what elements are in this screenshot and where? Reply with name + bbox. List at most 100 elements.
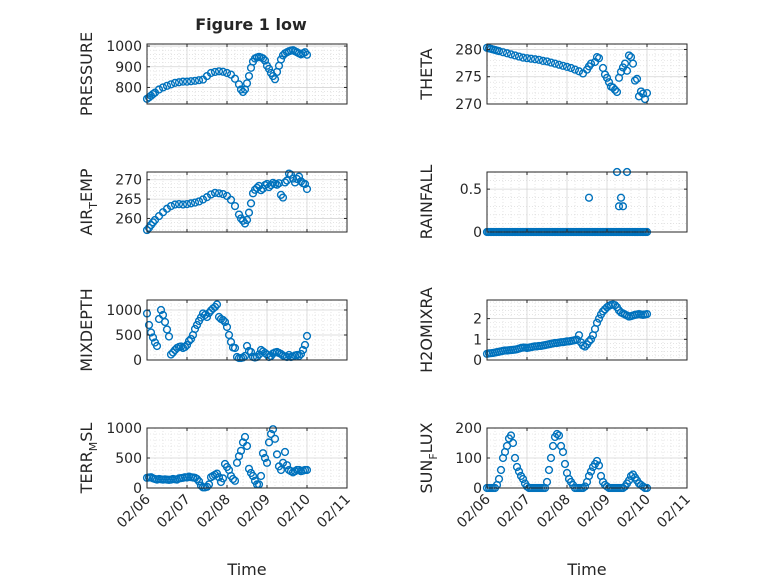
data-point: [570, 65, 580, 74]
data-point: [510, 51, 520, 60]
data-point: [256, 471, 266, 481]
y-axis-label: RAINFALL: [417, 165, 436, 240]
data-point: [584, 193, 594, 202]
data-point: [258, 54, 268, 63]
data-point: [558, 447, 568, 457]
y-tick-label: 270: [455, 97, 482, 113]
data-point: [622, 66, 632, 75]
subplot-h2omixra: 0 1 2 H2OMIXRA: [417, 287, 688, 373]
data-point: [266, 181, 276, 190]
data-point: [218, 315, 228, 325]
data-point: [512, 462, 522, 472]
data-point: [574, 67, 584, 76]
y-tick-label: 2: [473, 312, 482, 328]
y-tick-label: 270: [115, 173, 142, 189]
y-axis-label: PRESSURE: [77, 32, 96, 116]
data-point: [266, 429, 276, 439]
y-axis-label: H2OMIXRA: [417, 287, 436, 373]
y-tick-label: 1: [473, 332, 482, 348]
data-point: [496, 465, 506, 475]
data-point: [580, 342, 590, 351]
data-point: [614, 202, 624, 211]
data-point: [222, 68, 232, 78]
y-tick-label: 275: [455, 70, 482, 86]
y-tick-label: 1000: [106, 39, 142, 55]
x-axis-label: Time: [226, 560, 266, 579]
data-point: [218, 474, 228, 483]
data-point: [160, 317, 170, 327]
data-point: [230, 343, 240, 353]
data-point: [494, 474, 504, 484]
data-point: [260, 56, 270, 65]
data-point: [506, 431, 516, 440]
data-point: [584, 471, 594, 481]
data-point: [300, 340, 310, 350]
data-point: [548, 441, 558, 451]
subplot-air_temp: 260 265 270 AIRTEMP: [77, 168, 348, 236]
data-point: [182, 200, 192, 209]
data-point: [594, 461, 604, 470]
data-point: [258, 449, 268, 458]
subplot-mixdepth: 0 500 1000 MIXDEPTH: [77, 288, 348, 372]
data-point: [268, 425, 278, 434]
data-point: [300, 179, 310, 189]
data-point: [224, 330, 234, 340]
data-point: [206, 190, 216, 199]
data-point: [566, 63, 576, 73]
data-point: [630, 76, 640, 85]
data-point: [542, 57, 552, 66]
data-point: [154, 85, 164, 94]
data-point: [198, 195, 208, 204]
y-tick-label: 500: [115, 328, 142, 344]
data-point: [246, 347, 256, 357]
data-point: [294, 172, 304, 181]
data-point: [298, 345, 308, 355]
data-point: [192, 320, 202, 330]
data-point: [518, 474, 528, 484]
subplot-rainfall: 0 0.5 RAINFALL: [417, 165, 688, 241]
data-point: [616, 193, 626, 202]
data-point: [158, 310, 168, 320]
y-axis-label: THETA: [417, 48, 436, 100]
y-tick-label: 1000: [106, 421, 142, 437]
data-point: [264, 438, 274, 447]
data-point: [506, 50, 516, 59]
data-point: [498, 48, 508, 57]
figure-title: Figure 1 low: [195, 15, 307, 34]
data-point: [240, 351, 250, 361]
data-point: [200, 310, 210, 320]
data-point: [296, 349, 306, 359]
y-axis-label: TERRMSL: [77, 423, 100, 495]
data-point: [222, 322, 232, 332]
data-point: [244, 464, 254, 473]
data-point: [162, 325, 172, 334]
data-point: [218, 189, 228, 199]
data-point: [560, 459, 570, 469]
data-point: [202, 312, 212, 322]
data-point: [210, 188, 220, 198]
data-point: [220, 317, 230, 327]
data-point: [554, 431, 564, 440]
data-point: [242, 441, 252, 451]
data-point: [186, 199, 196, 208]
axes-box: [486, 171, 688, 233]
subplot-theta: 270 275 280 THETA: [417, 42, 688, 113]
data-point: [286, 170, 296, 179]
y-axis-label-rest: EMP: [77, 168, 96, 202]
data-point: [602, 73, 612, 82]
data-point: [302, 331, 312, 341]
data-point: [190, 198, 200, 207]
data-point: [562, 62, 572, 72]
data-point: [262, 458, 272, 467]
data-point: [276, 55, 286, 64]
data-point: [234, 210, 244, 219]
data-point: [608, 83, 618, 92]
data-point: [144, 320, 154, 330]
data-point: [272, 450, 282, 459]
data-point: [270, 434, 280, 443]
y-axis-label-rest: LUX: [417, 422, 436, 453]
data-point: [242, 79, 252, 88]
data-point: [552, 429, 562, 439]
axes-box: [486, 299, 688, 361]
data-point: [302, 184, 312, 194]
